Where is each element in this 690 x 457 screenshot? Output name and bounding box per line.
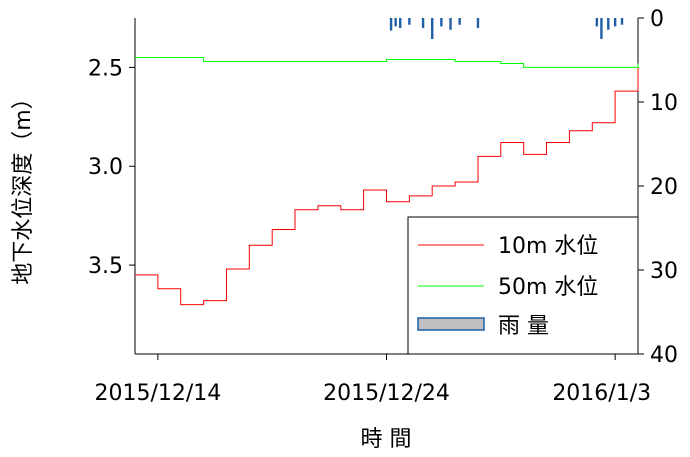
rain-bar [449, 18, 452, 30]
x-tick-label: 2016/1/3 [552, 381, 651, 406]
rain-bar [458, 18, 461, 25]
series-line-50m [135, 57, 639, 68]
y2-tick-label: 0 [650, 7, 664, 32]
y-tick-label: 2.5 [88, 56, 123, 81]
x-tick-label: 2015/12/14 [94, 381, 221, 406]
legend-label-50m: 50m 水位 [498, 275, 598, 300]
legend: 10m 水位 50m 水位 雨 量 [407, 216, 639, 355]
rain-bar [613, 18, 617, 27]
y2-tick-label: 10 [650, 91, 678, 116]
rain-bar [607, 18, 610, 30]
series-line-10m [135, 67, 639, 306]
legend-label-rain: 雨 量 [498, 314, 549, 339]
y2-tick-label: 30 [650, 259, 678, 284]
rain-bar [394, 18, 397, 27]
rain-bar [476, 18, 480, 29]
legend-label-10m: 10m 水位 [498, 234, 598, 259]
rain-bar [620, 18, 624, 25]
rain-bar [389, 18, 393, 31]
y-tick-label: 3.5 [88, 254, 123, 279]
y-axis-title: 地下水位深度（m） [11, 87, 36, 284]
data-layer [135, 18, 639, 306]
legend-swatch-rain [417, 317, 485, 331]
rain-bar [399, 18, 402, 29]
rain-bar [595, 18, 599, 27]
y2-tick-label: 20 [650, 175, 678, 200]
rain-bar [431, 18, 434, 39]
y-tick-label: 3.0 [88, 155, 123, 180]
x-axis-title: 時 間 [361, 427, 412, 452]
rain-bar [408, 18, 411, 25]
rain-bar [600, 18, 603, 39]
tick-layer: 2.5 3.0 3.5 0 10 20 30 40 2015/12/14 2015/12/24 20… [88, 7, 678, 406]
rain-bar [440, 18, 443, 27]
rain-bar [421, 18, 425, 29]
x-tick-label: 2015/12/24 [323, 381, 450, 406]
y2-tick-label: 40 [650, 343, 678, 368]
